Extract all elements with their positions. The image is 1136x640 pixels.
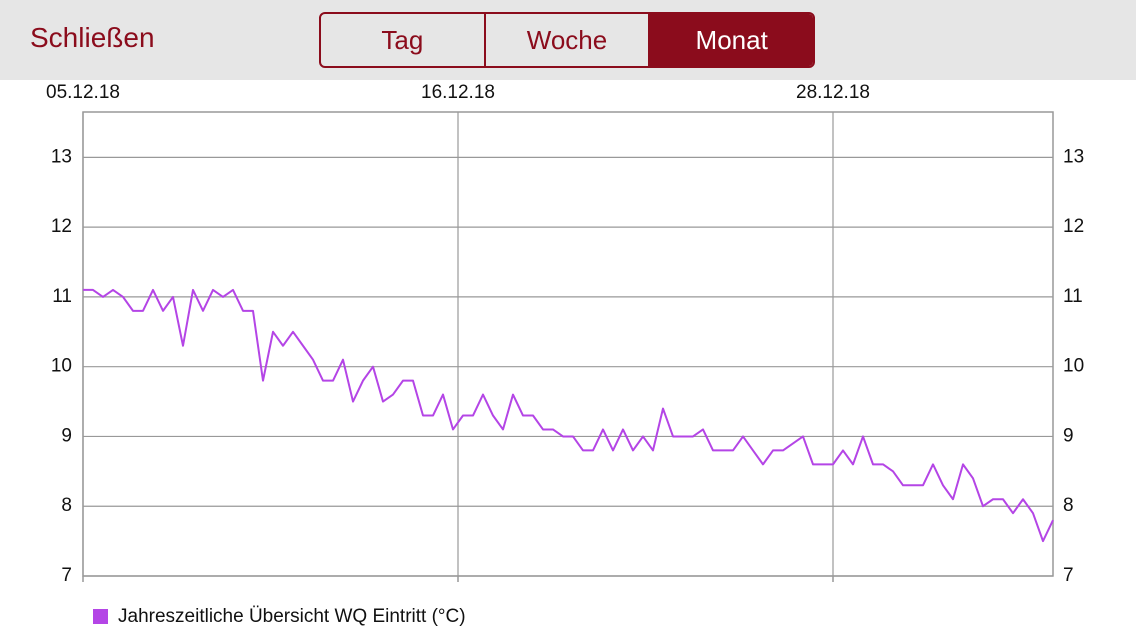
y2-tick-label: 13 <box>1063 146 1084 167</box>
y2-tick-label: 11 <box>1063 286 1083 307</box>
y-tick-label: 11 <box>52 286 72 307</box>
y2-tick-label: 10 <box>1063 356 1084 377</box>
data-line <box>83 288 1054 543</box>
y-tick-label: 9 <box>61 425 72 446</box>
segmented-control: Tag Woche Monat <box>319 12 815 68</box>
x-tick-label: 05.12.18 <box>46 82 120 103</box>
y-tick-label: 7 <box>61 565 72 586</box>
y-tick-label: 8 <box>61 495 72 516</box>
tab[interactable]: Tag <box>381 24 424 55</box>
tab[interactable]: Monat <box>648 14 813 66</box>
y2-tick-label: 7 <box>1063 565 1074 586</box>
legend-swatch <box>93 609 108 624</box>
y2-tick-label: 12 <box>1063 216 1084 237</box>
y2-tick-label: 8 <box>1063 495 1074 516</box>
legend-label: Jahreszeitliche Übersicht WQ Eintritt (°… <box>118 606 466 627</box>
y-tick-label: 13 <box>51 146 72 167</box>
tab[interactable]: Woche <box>483 14 649 66</box>
y-tick-label: 12 <box>51 216 72 237</box>
y-tick-label: 10 <box>51 356 72 377</box>
y2-tick-label: 9 <box>1063 425 1074 446</box>
x-tick-label: 16.12.18 <box>421 82 495 103</box>
close-button[interactable]: Schließen <box>30 22 155 53</box>
x-tick-label: 28.12.18 <box>796 82 870 103</box>
toolbar: Schließen Tag Woche Monat <box>0 0 1136 80</box>
chart: 7 7 8 8 9 9 10 10 11 11 12 12 13 13 05.12.18 16.12.18 28… <box>46 82 1084 627</box>
